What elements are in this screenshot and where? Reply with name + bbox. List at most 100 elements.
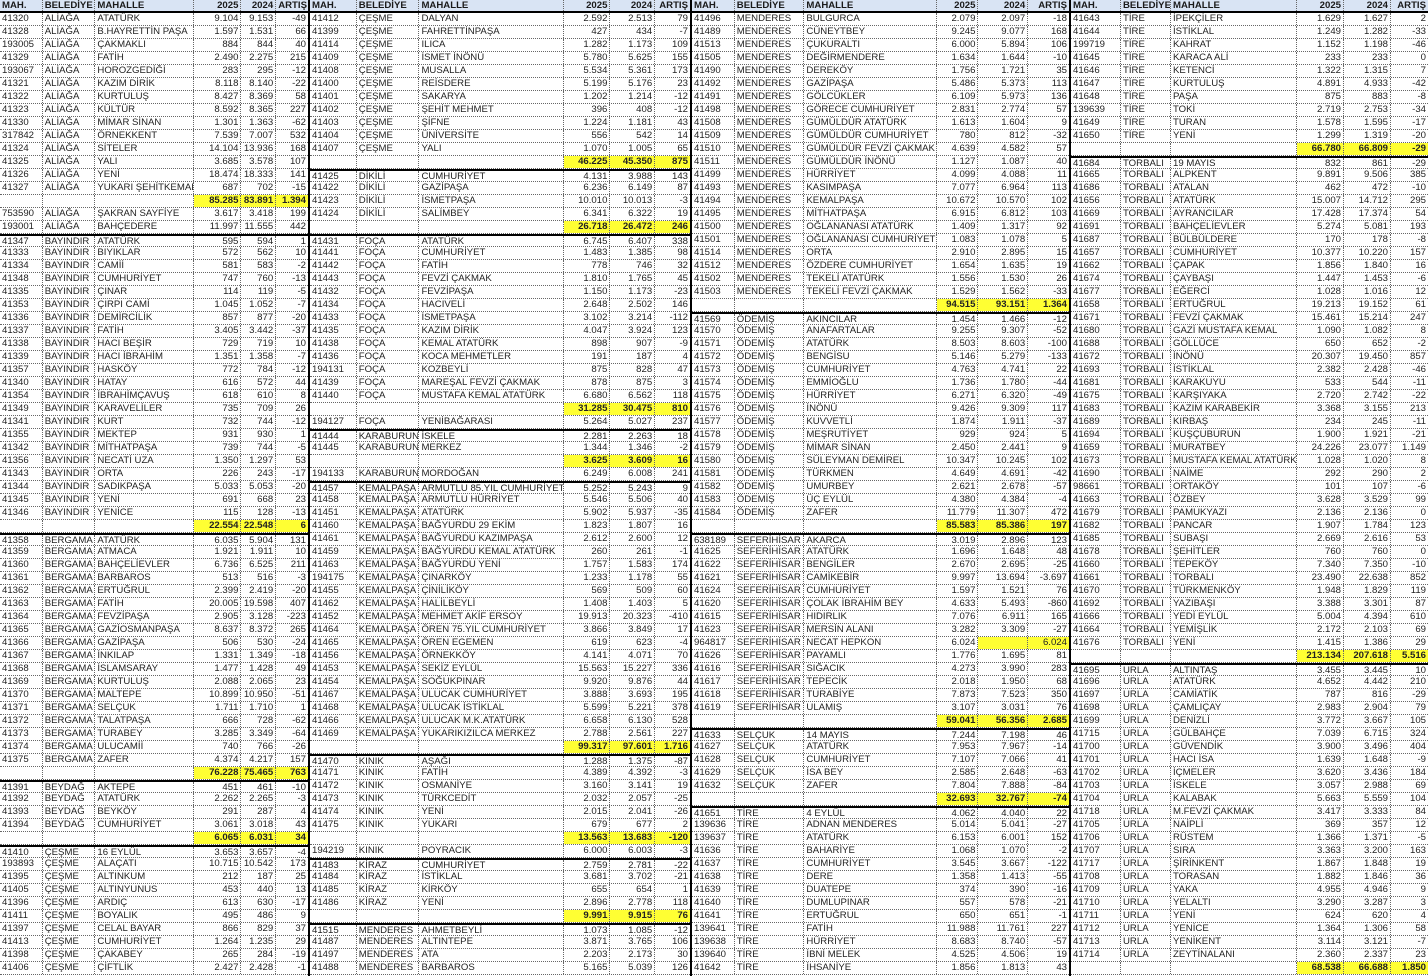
cell-mah-code[interactable]: 41341 bbox=[0, 416, 43, 428]
cell-artis[interactable]: -223 bbox=[286, 611, 306, 622]
cell-value-2025[interactable]: 15.007 bbox=[1297, 195, 1344, 207]
cell-value-2025[interactable]: 4.374 bbox=[194, 754, 242, 766]
subtotal-belediye[interactable] bbox=[735, 299, 805, 311]
cell-value-2025[interactable]: 283 bbox=[194, 65, 242, 77]
cell-artis[interactable]: -49 bbox=[292, 13, 306, 24]
cell-value-2025[interactable]: 5.486 bbox=[937, 78, 979, 90]
cell-value-2025[interactable]: 1.150 bbox=[564, 286, 611, 298]
cell-artis[interactable]: 26 bbox=[295, 403, 306, 414]
cell-value-2025[interactable]: 2.592 bbox=[564, 13, 611, 25]
cell-value-2024[interactable]: 4.088 bbox=[978, 169, 1029, 181]
cell-belediye[interactable]: KARABURUN bbox=[358, 442, 420, 454]
cell-belediye[interactable]: MENDERES bbox=[735, 169, 805, 181]
cell-belediye[interactable]: KEMALPAŞA bbox=[357, 728, 420, 740]
cell-artis[interactable]: -29 bbox=[1412, 689, 1426, 700]
cell-mah-code[interactable]: 41424 bbox=[310, 208, 357, 220]
cell-mah-code[interactable]: 41513 bbox=[692, 39, 735, 51]
cell-value-2025[interactable]: 1.364 bbox=[1297, 923, 1344, 935]
cell-value-2024[interactable]: 6.003 bbox=[610, 845, 656, 857]
cell-artis[interactable]: 10 bbox=[295, 338, 306, 349]
cell-belediye[interactable]: ALİAĞA bbox=[43, 65, 96, 77]
cell-mah-code[interactable]: 41474 bbox=[310, 806, 357, 818]
cell-belediye[interactable]: BAYINDIR bbox=[43, 260, 96, 272]
cell-belediye[interactable]: SEFERİHİSAR bbox=[735, 663, 805, 675]
cell-value-2024[interactable]: 178 bbox=[1344, 234, 1391, 246]
cell-value-2025[interactable]: 1.711 bbox=[194, 702, 242, 714]
cell-mahalle[interactable]: İSTİKLAL bbox=[419, 871, 564, 883]
cell-mahalle[interactable]: MALTEPE bbox=[95, 689, 194, 701]
cell-value-2025[interactable]: 1.301 bbox=[194, 117, 242, 129]
cell-belediye[interactable]: TİRE bbox=[735, 910, 805, 922]
cell-artis[interactable]: 37 bbox=[295, 923, 306, 934]
cell-value-2024[interactable]: 3.667 bbox=[978, 858, 1029, 870]
cell-mah-code[interactable]: 41489 bbox=[692, 26, 735, 38]
cell-value-2024[interactable]: 924 bbox=[978, 429, 1029, 441]
cell-mahalle[interactable]: HACI İSA bbox=[1171, 754, 1297, 766]
cell-artis[interactable]: 19 bbox=[1415, 858, 1426, 869]
cell-mahalle[interactable]: MEHMET AKİF ERSOY bbox=[419, 611, 564, 623]
column-header-mah-code[interactable]: MAH. bbox=[692, 0, 735, 11]
cell-mahalle[interactable]: TURABEY bbox=[95, 728, 194, 740]
cell-value-2025[interactable]: 1.736 bbox=[937, 377, 979, 389]
cell-mah-code[interactable]: 41338 bbox=[0, 338, 43, 350]
cell-mah-code[interactable]: 41679 bbox=[1071, 507, 1121, 519]
cell-mahalle[interactable]: PAŞA bbox=[1171, 91, 1297, 103]
cell-value-2025[interactable]: 2.983 bbox=[1297, 702, 1344, 714]
cell-value-2024[interactable]: 1.829 bbox=[1344, 585, 1391, 597]
cell-value-2024[interactable]: 1.413 bbox=[978, 871, 1029, 883]
cell-value-2025[interactable]: 10.672 bbox=[937, 195, 979, 207]
cell-value-2025[interactable]: 1.874 bbox=[937, 416, 979, 428]
cell-value-2024[interactable]: 2.428 bbox=[241, 962, 277, 974]
cell-value-2024[interactable]: 461 bbox=[241, 782, 277, 792]
cell-artis[interactable]: 40 bbox=[295, 39, 306, 50]
cell-mah-code[interactable]: 41367 bbox=[0, 650, 43, 662]
cell-belediye[interactable]: ÇEŞME bbox=[43, 949, 96, 961]
cell-value-2024[interactable]: 1.530 bbox=[978, 273, 1029, 285]
cell-value-2025[interactable]: 19.913 bbox=[564, 611, 611, 623]
cell-mahalle[interactable]: KURTULUŞ bbox=[95, 91, 194, 103]
cell-value-2025[interactable]: 1.629 bbox=[1297, 13, 1344, 25]
cell-value-2025[interactable]: 687 bbox=[194, 182, 242, 194]
cell-value-2024[interactable]: 3.657 bbox=[241, 847, 277, 857]
cell-value-2025[interactable]: 1.907 bbox=[1297, 520, 1344, 532]
cell-value-2024[interactable]: 1.453 bbox=[1344, 273, 1391, 285]
cell-mah-code[interactable]: 41445 bbox=[310, 442, 357, 454]
cell-mahalle[interactable]: ALTINTAŞ bbox=[1171, 665, 1297, 675]
cell-value-2024[interactable]: 390 bbox=[978, 884, 1029, 896]
cell-mahalle[interactable]: DUMLUPINAR bbox=[804, 897, 937, 909]
cell-artis[interactable]: -133 bbox=[1047, 351, 1067, 362]
cell-value-2024[interactable]: 9.876 bbox=[610, 676, 656, 688]
cell-belediye[interactable]: FOÇA bbox=[357, 390, 420, 402]
cell-belediye[interactable]: BAYINDIR bbox=[43, 494, 96, 506]
cell-value-2024[interactable]: 2.600 bbox=[610, 533, 656, 545]
cell-belediye[interactable]: URLA bbox=[1121, 949, 1171, 961]
subtotal-value-2025[interactable]: 22.554 bbox=[193, 520, 242, 532]
cell-value-2024[interactable]: 2.778 bbox=[610, 897, 656, 909]
cell-belediye[interactable]: ÇEŞME bbox=[43, 936, 96, 948]
cell-value-2024[interactable]: 1.363 bbox=[241, 117, 277, 129]
cell-belediye[interactable]: TORBALI bbox=[1121, 637, 1171, 649]
cell-artis[interactable]: 152 bbox=[1050, 832, 1067, 843]
cell-mahalle[interactable]: YENİ bbox=[1171, 130, 1297, 142]
cell-mahalle[interactable]: ÇAKMAKLI bbox=[95, 39, 194, 51]
cell-value-2025[interactable]: 1.921 bbox=[194, 546, 242, 558]
cell-value-2025[interactable]: 1.322 bbox=[1297, 65, 1344, 77]
cell-belediye[interactable]: TORBALI bbox=[1121, 624, 1171, 636]
cell-mahalle[interactable]: AKARCA bbox=[804, 535, 937, 545]
cell-artis[interactable]: 184 bbox=[1409, 767, 1426, 778]
cell-value-2025[interactable]: 1.224 bbox=[564, 117, 611, 129]
cell-mahalle[interactable]: NECAT HEPKON bbox=[804, 637, 937, 649]
cell-mah-code[interactable]: 41495 bbox=[692, 208, 735, 220]
cell-value-2024[interactable]: 4.946 bbox=[1344, 884, 1391, 896]
cell-value-2025[interactable]: 374 bbox=[937, 884, 979, 896]
cell-artis[interactable]: 23 bbox=[295, 494, 306, 505]
subtotal-value-2025[interactable]: 85.583 bbox=[936, 520, 979, 532]
cell-belediye[interactable]: TORBALI bbox=[1121, 299, 1171, 311]
cell-belediye[interactable]: DİKİLİ bbox=[357, 171, 420, 181]
cell-value-2024[interactable]: 2.441 bbox=[978, 442, 1029, 454]
cell-artis[interactable]: -6 bbox=[1417, 273, 1426, 284]
cell-value-2024[interactable]: 623 bbox=[610, 637, 656, 649]
cell-value-2025[interactable]: 3.685 bbox=[194, 156, 242, 168]
cell-mahalle[interactable]: M.FEVZİ ÇAKMAK bbox=[1171, 806, 1297, 818]
cell-artis[interactable]: -2 bbox=[1058, 845, 1067, 856]
